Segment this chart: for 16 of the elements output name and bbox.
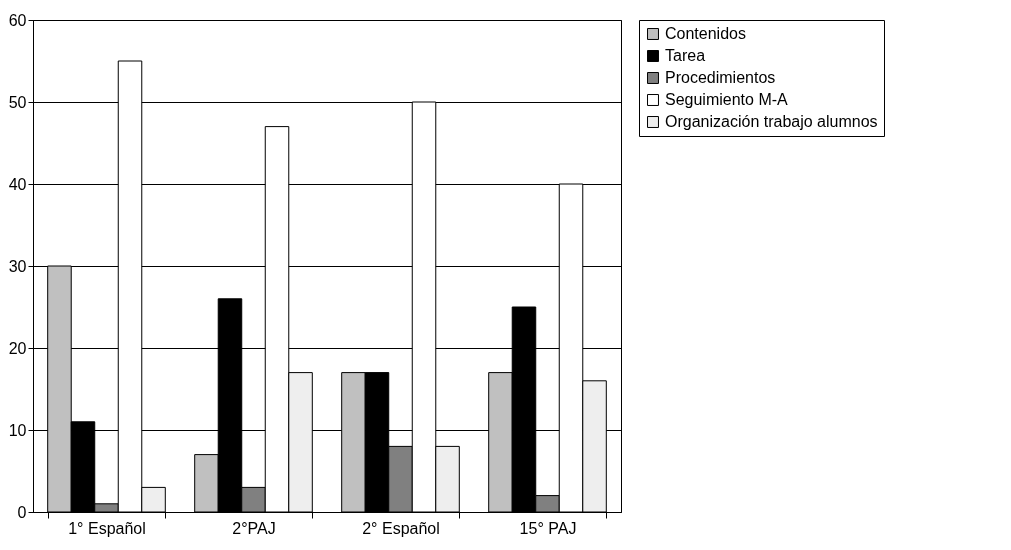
legend-label: Seguimiento M-A (665, 91, 789, 108)
y-tick-label: 50 (8, 93, 27, 111)
x-tick-label: 2° Español (362, 519, 440, 537)
x-tick-label: 2°PAJ (232, 519, 276, 537)
legend-label: Procedimientos (665, 69, 776, 86)
y-tick-label: 60 (8, 11, 27, 29)
x-tick-label: 1° Español (68, 519, 146, 537)
y-tick-label: 40 (8, 175, 27, 193)
x-tick-label: 15° PAJ (519, 519, 577, 537)
legend-label: Contenidos (665, 25, 746, 42)
y-tick-label: 30 (8, 257, 27, 275)
y-tick-label: 20 (8, 339, 27, 357)
legend-label: Organización trabajo alumnos (665, 113, 878, 130)
legend-label: Tarea (665, 47, 706, 64)
y-tick-label: 10 (8, 421, 27, 439)
y-tick-label: 0 (17, 503, 27, 521)
